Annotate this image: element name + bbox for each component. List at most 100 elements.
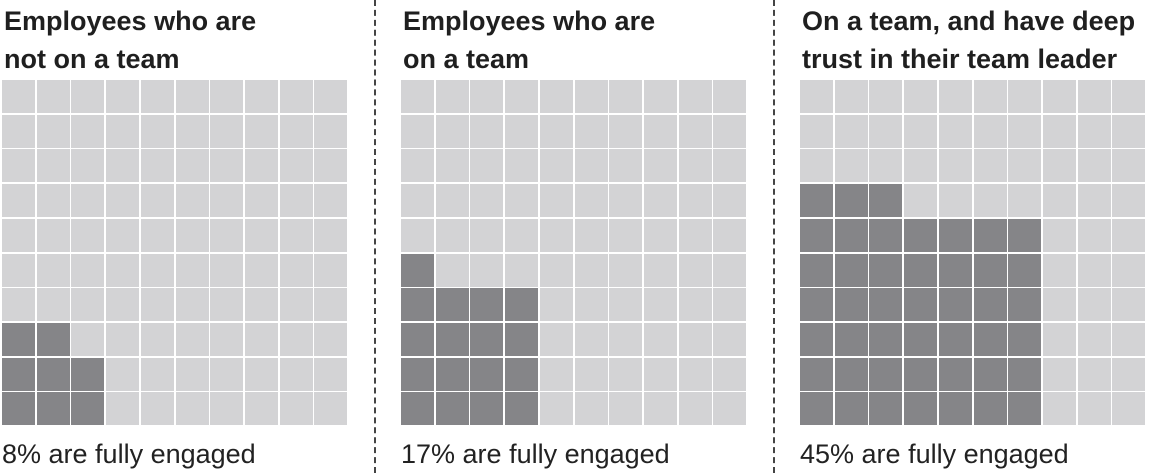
waffle-cell-empty bbox=[834, 149, 868, 183]
waffle-cell-empty bbox=[106, 253, 140, 287]
waffle-cell-filled bbox=[401, 322, 434, 356]
waffle-cell-empty bbox=[574, 288, 608, 322]
waffle-cell-empty bbox=[574, 392, 608, 426]
waffle-cell-empty bbox=[539, 288, 573, 322]
waffle-cell-empty bbox=[36, 114, 70, 148]
waffle-cell-empty bbox=[106, 114, 140, 148]
waffle-cell-empty bbox=[609, 114, 643, 148]
waffle-cell-empty bbox=[609, 218, 643, 252]
waffle-cell-filled bbox=[904, 392, 938, 426]
waffle-cell-empty bbox=[2, 80, 35, 113]
waffle-cell-filled bbox=[973, 253, 1007, 287]
waffle-cell-empty bbox=[574, 80, 608, 113]
waffle-cell-empty bbox=[401, 184, 434, 218]
waffle-cell-empty bbox=[609, 288, 643, 322]
waffle-cell-empty bbox=[2, 218, 35, 252]
waffle-cell-empty bbox=[106, 80, 140, 113]
waffle-cell-filled bbox=[973, 392, 1007, 426]
waffle-cell-filled bbox=[2, 322, 35, 356]
waffle-cell-filled bbox=[869, 218, 903, 252]
waffle-cell-filled bbox=[401, 357, 434, 391]
waffle-cell-empty bbox=[435, 184, 469, 218]
waffle-cell-empty bbox=[973, 149, 1007, 183]
waffle-cell-empty bbox=[210, 184, 244, 218]
waffle-cell-empty bbox=[800, 149, 833, 183]
waffle-cell-empty bbox=[574, 184, 608, 218]
waffle-cell-empty bbox=[210, 149, 244, 183]
waffle-cell-empty bbox=[1112, 322, 1146, 356]
waffle-cell-filled bbox=[401, 253, 434, 287]
waffle-cell-empty bbox=[539, 80, 573, 113]
waffle-cell-empty bbox=[505, 80, 539, 113]
waffle-cell-filled bbox=[435, 392, 469, 426]
panel-on-team: Employees who are on a team 17% are full… bbox=[401, 0, 761, 473]
waffle-cell-filled bbox=[1008, 253, 1042, 287]
waffle-cell-empty bbox=[834, 114, 868, 148]
waffle-cell-empty bbox=[470, 149, 504, 183]
waffle-cell-empty bbox=[713, 80, 747, 113]
waffle-cell-empty bbox=[643, 288, 677, 322]
waffle-cell-empty bbox=[505, 114, 539, 148]
waffle-cell-filled bbox=[834, 253, 868, 287]
waffle-cell-empty bbox=[71, 218, 105, 252]
waffle-cell-empty bbox=[314, 253, 348, 287]
waffle-cell-filled bbox=[470, 392, 504, 426]
waffle-cell-empty bbox=[314, 114, 348, 148]
waffle-cell-empty bbox=[470, 114, 504, 148]
waffle-cell-empty bbox=[1112, 218, 1146, 252]
waffle-cell-empty bbox=[314, 357, 348, 391]
waffle-cell-empty bbox=[1008, 80, 1042, 113]
waffle-cell-empty bbox=[279, 322, 313, 356]
waffle-cell-empty bbox=[244, 184, 278, 218]
waffle-cell-filled bbox=[938, 288, 972, 322]
waffle-cell-filled bbox=[401, 392, 434, 426]
waffle-cell-empty bbox=[643, 149, 677, 183]
waffle-cell-filled bbox=[470, 357, 504, 391]
waffle-cell-empty bbox=[314, 392, 348, 426]
waffle-cell-empty bbox=[140, 288, 174, 322]
waffle-cell-empty bbox=[175, 253, 209, 287]
waffle-cell-empty bbox=[279, 184, 313, 218]
waffle-cell-empty bbox=[834, 80, 868, 113]
waffle-cell-filled bbox=[505, 392, 539, 426]
waffle-cell-empty bbox=[175, 288, 209, 322]
waffle-cell-empty bbox=[713, 392, 747, 426]
waffle-cell-empty bbox=[314, 322, 348, 356]
waffle-cell-empty bbox=[539, 218, 573, 252]
waffle-cell-filled bbox=[800, 253, 833, 287]
waffle-cell-filled bbox=[36, 392, 70, 426]
waffle-cell-empty bbox=[938, 149, 972, 183]
waffle-cell-empty bbox=[279, 392, 313, 426]
waffle-cell-empty bbox=[609, 80, 643, 113]
waffle-cell-empty bbox=[539, 322, 573, 356]
waffle-cell-empty bbox=[140, 322, 174, 356]
waffle-cell-filled bbox=[505, 322, 539, 356]
waffle-cell-empty bbox=[244, 392, 278, 426]
panel-title: Employees who are on a team bbox=[403, 6, 656, 74]
waffle-cell-empty bbox=[678, 392, 712, 426]
waffle-cell-empty bbox=[539, 184, 573, 218]
waffle-cell-filled bbox=[71, 357, 105, 391]
waffle-cell-empty bbox=[106, 288, 140, 322]
waffle-cell-filled bbox=[800, 322, 833, 356]
waffle-cell-empty bbox=[643, 218, 677, 252]
waffle-cell-empty bbox=[2, 114, 35, 148]
waffle-cell-filled bbox=[800, 288, 833, 322]
waffle-cell-filled bbox=[869, 322, 903, 356]
waffle-cell-empty bbox=[470, 253, 504, 287]
waffle-cell-empty bbox=[713, 114, 747, 148]
waffle-cell-empty bbox=[643, 114, 677, 148]
waffle-cell-empty bbox=[244, 114, 278, 148]
waffle-cell-empty bbox=[1077, 357, 1111, 391]
waffle-cell-empty bbox=[574, 114, 608, 148]
waffle-cell-empty bbox=[279, 80, 313, 113]
waffle-cell-empty bbox=[401, 80, 434, 113]
waffle-cell-empty bbox=[678, 253, 712, 287]
waffle-cell-empty bbox=[713, 149, 747, 183]
waffle-cell-empty bbox=[678, 80, 712, 113]
waffle-cell-empty bbox=[800, 80, 833, 113]
waffle-cell-empty bbox=[401, 218, 434, 252]
waffle-cell-filled bbox=[869, 288, 903, 322]
waffle-cell-empty bbox=[71, 253, 105, 287]
waffle-cell-empty bbox=[435, 149, 469, 183]
